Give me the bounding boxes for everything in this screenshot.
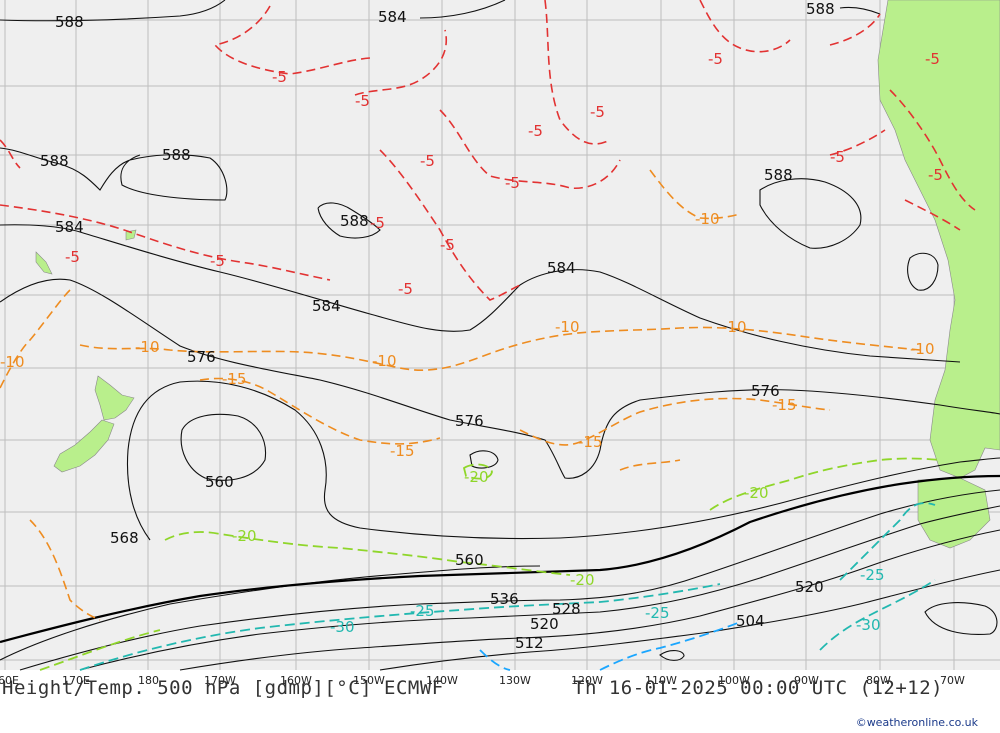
temp-label: -30: [856, 616, 881, 634]
height-label: 588: [162, 146, 191, 164]
temp-label: -5: [440, 236, 455, 254]
temp-label: -5: [65, 248, 80, 266]
height-contours: [0, 0, 1000, 671]
height-label: 588: [764, 166, 793, 184]
height-label: 588: [340, 212, 369, 230]
lon-label: 90W: [794, 674, 819, 687]
tierra-del-fuego: [917, 477, 991, 549]
height-label: 560: [205, 473, 234, 491]
height-label: 588: [806, 0, 835, 18]
temp-label: -10: [910, 340, 935, 358]
temp-label: -15: [222, 370, 247, 388]
height-label: 504: [736, 612, 765, 630]
south-america-land: [877, 0, 1000, 479]
height-label: 520: [530, 615, 559, 633]
temp-label: -5: [505, 174, 520, 192]
small-island: [35, 251, 53, 275]
footer-area: [0, 670, 1000, 733]
temp-label: -10: [695, 210, 720, 228]
height-label: 512: [515, 634, 544, 652]
lon-label: 170E: [62, 674, 90, 687]
height-label: 520: [795, 578, 824, 596]
temp-label: -5: [928, 166, 943, 184]
temp-label: -15: [390, 442, 415, 460]
lon-label: 60E: [0, 674, 19, 687]
height-label: 528: [552, 600, 581, 618]
temperature-labels: -5 -5 -5 -5 -5 -5 -5 -5 -5 -5 -5 -5 -5 -…: [0, 50, 943, 636]
temp-label: -10: [722, 318, 747, 336]
temp-label: -5: [272, 68, 287, 86]
lon-label: 160W: [280, 674, 312, 687]
temp-label: -5: [210, 252, 225, 270]
temp-label: -5: [830, 148, 845, 166]
temp-label: -20: [570, 571, 595, 589]
lon-label: 110W: [645, 674, 677, 687]
height-label: 576: [187, 348, 216, 366]
lon-label: 140W: [426, 674, 458, 687]
lon-label: 150W: [353, 674, 385, 687]
new-zealand-north: [94, 375, 135, 421]
temp-label: -20: [464, 468, 489, 486]
temp-label: -5: [925, 50, 940, 68]
height-label: 576: [751, 382, 780, 400]
new-zealand-south: [53, 419, 115, 473]
lon-label: 120W: [571, 674, 603, 687]
temp-label: -10: [0, 353, 25, 371]
lon-label: 100W: [718, 674, 750, 687]
height-label: 584: [547, 259, 576, 277]
temp-label: -5: [590, 103, 605, 121]
temp-label: -25: [410, 602, 435, 620]
ocean-area: [0, 0, 1000, 670]
temp-label: -25: [860, 566, 885, 584]
temp-label: -10: [372, 352, 397, 370]
height-label: 584: [312, 297, 341, 315]
height-label: 588: [40, 152, 69, 170]
lon-label: 130W: [499, 674, 531, 687]
credit-link[interactable]: ©weatheronline.co.uk: [855, 716, 978, 729]
height-labels: 588 584 588 588 588 588 588 584 584 584 …: [40, 0, 835, 652]
height-label: 584: [55, 218, 84, 236]
temp-label: -20: [232, 527, 257, 545]
temp-label: -5: [708, 50, 723, 68]
lon-label: 170W: [204, 674, 236, 687]
temp-label: -5: [370, 214, 385, 232]
height-label: 584: [378, 8, 407, 26]
temp-label: -5: [420, 152, 435, 170]
temp-label: -5: [355, 92, 370, 110]
temp-label: -10: [135, 338, 160, 356]
lon-label: 70W: [940, 674, 965, 687]
height-label: 576: [455, 412, 484, 430]
temp-label: -15: [578, 433, 603, 451]
height-label: 560: [455, 551, 484, 569]
height-label: 536: [490, 590, 519, 608]
temp-label: -5: [398, 280, 413, 298]
valid-time: Th 16-01-2025 00:00 UTC (12+12): [573, 677, 944, 699]
map-title: Height/Temp. 500 hPa [gdmp][°C] ECMWF: [2, 677, 444, 699]
lon-label: 180: [138, 674, 159, 687]
height-label: 568: [110, 529, 139, 547]
temp-label: -5: [528, 122, 543, 140]
temp-label: -15: [772, 396, 797, 414]
lon-label: 80W: [866, 674, 891, 687]
small-island-2: [125, 229, 137, 241]
land-masses: [35, 0, 1000, 549]
temp-label: -25: [645, 604, 670, 622]
longitude-axis: 60E 170E 180 170W 160W 150W 140W 130W 12…: [0, 674, 965, 687]
temp-label: -10: [555, 318, 580, 336]
temp-label: -30: [330, 618, 355, 636]
height-label: 588: [55, 13, 84, 31]
temp-label: -20: [744, 484, 769, 502]
isotherms: [0, 0, 976, 671]
